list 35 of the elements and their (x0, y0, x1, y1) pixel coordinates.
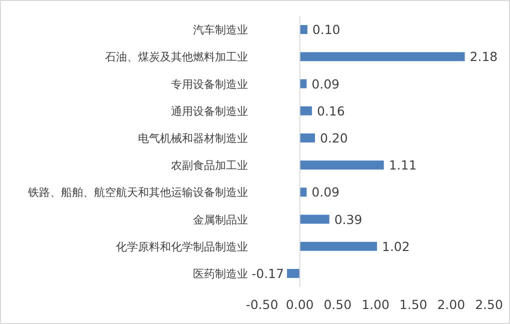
y-tick-label: 石油、煤炭及其他燃料加工业 (105, 50, 248, 64)
y-tick-label: 通用设备制造业 (171, 104, 248, 118)
data-label: 2.18 (470, 49, 498, 64)
bar (300, 160, 384, 170)
x-tick-label: 2.50 (475, 297, 503, 312)
x-tick-label: 1.00 (362, 297, 390, 312)
y-tick-label: 专用设备制造业 (171, 78, 248, 91)
y-tick-label: 金属制品业 (193, 213, 248, 226)
x-tick-label: 2.00 (437, 297, 466, 312)
bar (300, 133, 315, 142)
x-tick-label: 0.00 (286, 297, 314, 312)
bar (300, 214, 330, 224)
bar (300, 242, 378, 251)
data-label: 0.20 (320, 130, 348, 146)
data-label: -0.17 (252, 266, 284, 281)
y-tick-label: 电气机械和器材制造业 (138, 132, 248, 145)
bar (300, 106, 312, 116)
y-tick-label: 铁路、船舶、航空航天和其他运输设备制造业 (27, 186, 248, 200)
y-tick-label: 农副食品加工业 (171, 159, 248, 172)
data-label: 1.11 (388, 158, 417, 173)
data-label: 0.39 (334, 212, 362, 227)
y-tick-label: 化学原料和化学制品制造业 (116, 240, 248, 254)
y-tick-label: 汽车制造业 (193, 24, 248, 37)
x-tick-label: 0.50 (324, 297, 352, 312)
bar (300, 52, 465, 62)
data-label: 1.02 (382, 238, 410, 254)
data-label: 0.09 (312, 76, 340, 92)
x-tick-label: 1.50 (399, 297, 428, 312)
data-label: 0.09 (312, 184, 340, 200)
data-label: 0.16 (316, 103, 345, 118)
bar (300, 25, 308, 34)
bar (286, 268, 300, 278)
y-tick-label: 医药制造业 (193, 267, 248, 280)
x-tick-label: -0.50 (246, 297, 278, 312)
data-label: 0.10 (312, 22, 340, 38)
